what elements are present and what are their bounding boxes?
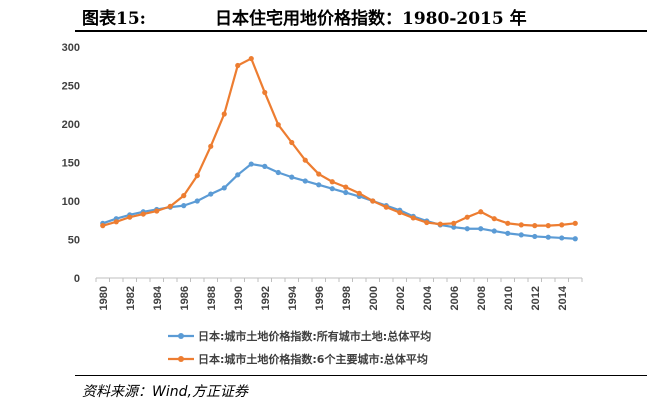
data-point	[248, 161, 254, 167]
x-tick-label: 1982	[125, 286, 137, 310]
series-line-1	[102, 162, 576, 240]
data-point	[140, 211, 146, 217]
y-tick-label: 200	[62, 119, 80, 131]
data-point	[343, 189, 349, 196]
data-point	[329, 179, 335, 185]
data-point	[127, 214, 133, 220]
data-point	[505, 220, 511, 226]
x-tick-label: 1994	[287, 285, 299, 310]
data-point	[532, 233, 538, 240]
series-line-2	[102, 57, 576, 227]
data-point	[262, 89, 268, 96]
data-point	[181, 193, 187, 199]
x-tick-label: 1986	[179, 286, 191, 310]
data-point	[194, 198, 200, 204]
data-point	[343, 184, 349, 190]
x-tick-label: 1996	[314, 286, 326, 310]
x-tick-label: 1980	[98, 286, 110, 310]
data-point	[208, 143, 214, 149]
data-point	[356, 190, 362, 196]
data-point	[491, 216, 497, 222]
data-point	[451, 220, 457, 226]
data-point	[572, 236, 578, 242]
data-point	[329, 186, 335, 192]
data-point	[478, 226, 484, 232]
x-tick-label: 1984	[152, 285, 164, 310]
x-tick-label: 2008	[476, 286, 488, 310]
data-point	[424, 219, 430, 226]
line-chart: 0 50 100 150 200 250 300 1980 1982 1984 1986 1988 19…	[62, 42, 583, 366]
data-point	[235, 172, 241, 178]
data-point	[437, 221, 443, 227]
source-note: 资料来源：Wind,方正证券	[82, 384, 248, 400]
x-tick-label: 2002	[395, 286, 407, 310]
data-point	[505, 230, 511, 236]
data-point	[518, 222, 524, 228]
data-point	[559, 235, 565, 241]
figure-title: 日本住宅用地价格指数：1980-2015 年	[215, 9, 527, 29]
data-point	[235, 62, 241, 69]
legend-swatch-marker	[178, 333, 184, 339]
data-point	[316, 171, 322, 177]
x-tick-label: 1992	[260, 286, 272, 310]
data-point	[194, 172, 200, 179]
y-tick-label: 150	[62, 158, 80, 170]
data-point	[100, 223, 106, 229]
data-point	[221, 111, 227, 117]
data-point	[248, 55, 254, 62]
x-tick-label: 2000	[368, 286, 380, 310]
data-point	[221, 185, 227, 191]
data-point	[275, 169, 281, 176]
data-point	[289, 139, 295, 146]
data-point	[370, 198, 376, 204]
x-tick-label: 2014	[557, 285, 569, 310]
data-point	[275, 122, 281, 128]
data-point	[289, 174, 295, 180]
data-point	[532, 223, 538, 229]
data-point	[181, 203, 187, 209]
data-point	[545, 234, 551, 240]
x-tick-label: 1988	[206, 286, 218, 310]
data-point	[491, 228, 497, 234]
data-point	[518, 232, 524, 238]
data-point	[572, 220, 578, 226]
legend-swatch-marker	[178, 356, 184, 362]
figure-title-bar: 图表15: 日本住宅用地价格指数：1980-2015 年	[0, 0, 667, 30]
data-point	[478, 209, 484, 215]
x-tick-label: 1998	[341, 286, 353, 310]
y-tick-label: 300	[62, 42, 80, 54]
data-point	[383, 204, 389, 210]
data-point	[397, 209, 403, 216]
data-point	[410, 215, 416, 221]
data-point	[208, 191, 214, 197]
data-point	[302, 178, 308, 184]
x-tick-label: 2004	[422, 285, 434, 310]
data-point	[559, 222, 565, 228]
x-tick-label: 2012	[530, 286, 542, 310]
data-point	[316, 182, 322, 188]
x-tick-label: 1990	[233, 286, 245, 310]
top-rule	[75, 30, 647, 32]
data-point	[262, 163, 268, 169]
y-tick-label: 100	[62, 196, 80, 208]
data-point	[464, 214, 470, 220]
figure-label: 图表15:	[82, 9, 146, 29]
y-tick-label: 250	[62, 81, 80, 93]
data-point	[302, 157, 308, 163]
data-point	[167, 203, 173, 209]
legend-label: 日本:城市土地价格指数:6个主要城市:总体平均	[198, 352, 428, 366]
x-tick-label: 2010	[503, 286, 515, 310]
bottom-rule	[75, 375, 647, 376]
data-point	[154, 208, 160, 214]
data-point	[545, 223, 551, 229]
data-point	[464, 226, 470, 232]
data-point	[451, 224, 457, 230]
legend-label: 日本:城市土地价格指数:所有城市土地:总体平均	[198, 329, 431, 343]
data-point	[113, 219, 119, 225]
x-tick-label: 2006	[449, 286, 461, 310]
y-tick-label: 0	[74, 273, 80, 285]
y-tick-label: 50	[68, 235, 80, 247]
